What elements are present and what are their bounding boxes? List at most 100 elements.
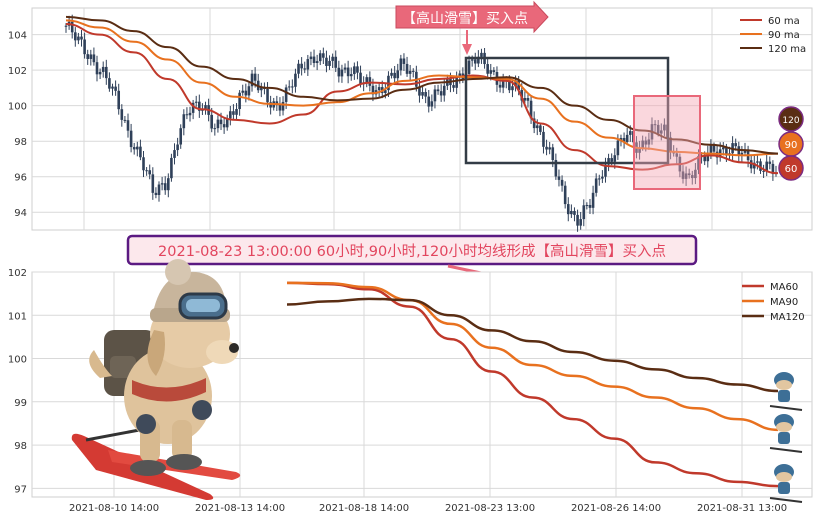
top-callout-text: 【高山滑雪】买入点 [402, 10, 528, 27]
bottom-x-tick-label: 2021-08-10 14:00 [69, 503, 159, 514]
candle-body [712, 145, 716, 152]
candle-body [492, 70, 496, 73]
candle-body [250, 73, 254, 87]
candle-body [188, 112, 192, 116]
candle-body [622, 137, 626, 142]
candle-body [588, 204, 592, 208]
candle-body [318, 53, 322, 62]
candle-body [191, 102, 195, 113]
bottom-series-line-MA60 [286, 281, 779, 488]
candle-body [628, 131, 632, 135]
candle-body [365, 77, 369, 83]
small-skier-icons [769, 372, 803, 503]
candle-body [532, 118, 536, 129]
candle-body [349, 74, 353, 77]
candle-body [95, 62, 99, 75]
top-legend: 60 ma 90 ma 120 ma [740, 16, 806, 55]
small-skier-icon [769, 464, 803, 503]
candle-body [436, 89, 440, 92]
candle-body [517, 80, 520, 90]
candle-body [343, 67, 347, 70]
candle-body [331, 56, 334, 61]
candle-body [157, 184, 161, 196]
bottom-x-tick-label: 2021-08-18 14:00 [319, 503, 409, 514]
candle-body [616, 140, 620, 156]
bottom-series-line-MA90 [286, 281, 779, 432]
candle-body [384, 90, 387, 94]
candle-body [439, 91, 443, 96]
candle-body [687, 173, 691, 176]
candle-body [210, 114, 214, 129]
candle-body [204, 105, 207, 109]
candle-body [480, 52, 483, 57]
bottom-legend: MA60 MA90 MA120 [742, 282, 805, 323]
candle-body [659, 130, 663, 134]
candle-body [579, 219, 582, 226]
candle-body [721, 147, 725, 150]
top-series-line-60-ma [65, 22, 779, 175]
candle-body [328, 60, 331, 66]
candle-body [765, 161, 768, 172]
candle-body [126, 120, 130, 131]
candle-body [232, 111, 235, 115]
top-callout: 【高山滑雪】买入点 [395, 0, 549, 55]
bubble-90-label: 90 [785, 140, 798, 151]
bottom-y-tick-label: 101 [8, 311, 27, 322]
candle-body [353, 66, 356, 75]
candle-body [70, 21, 74, 33]
legend-label-MA120: MA120 [770, 312, 805, 323]
candle-body [663, 124, 666, 131]
top-y-tick-label: 102 [8, 66, 27, 77]
candle-body [752, 162, 756, 169]
candle-body [526, 98, 530, 101]
candle-body [139, 146, 142, 158]
candle-body [697, 155, 700, 170]
candle-body [442, 85, 446, 96]
candle-body [641, 140, 644, 148]
candle-body [377, 87, 381, 91]
candle-body [322, 53, 325, 58]
candle-body [684, 173, 688, 179]
candle-body [762, 170, 765, 172]
candle-body [399, 58, 403, 71]
candle-body [300, 63, 303, 69]
candle-body [638, 147, 641, 153]
candle-body [566, 204, 570, 215]
legend-label-MA90: MA90 [770, 297, 798, 308]
candle-body [669, 137, 672, 153]
candle-body [576, 214, 579, 226]
candle-body [114, 86, 117, 91]
legend-label-90ma: 90 ma [768, 30, 800, 41]
candle-body [89, 54, 93, 59]
candle-body [176, 144, 179, 151]
candle-body [337, 67, 341, 77]
candle-body [163, 183, 167, 191]
candle-body [545, 146, 548, 150]
bottom-x-tick-label: 2021-08-31 13:00 [697, 503, 787, 514]
candle-body [325, 57, 328, 66]
candle-body [148, 170, 152, 175]
candle-body [681, 171, 685, 179]
candle-body [557, 176, 561, 180]
candle-body [610, 158, 613, 162]
legend-label-120ma: 120 ma [768, 44, 806, 55]
candle-body [80, 36, 83, 40]
candle-body [340, 69, 344, 77]
candle-body [101, 66, 105, 72]
candle-body [501, 79, 505, 88]
bubble-120-label: 120 [782, 116, 799, 126]
top-y-tick-label: 96 [14, 173, 27, 184]
candle-body [709, 145, 713, 153]
candle-body [619, 137, 623, 141]
candle-body [452, 85, 455, 88]
candle-body [173, 150, 176, 158]
candle-body [653, 124, 657, 126]
candle-body [647, 139, 651, 145]
candle-body [213, 128, 217, 130]
candle-body [235, 109, 238, 115]
legend-label-60ma: 60 ma [768, 16, 800, 27]
bottom-series-line-MA120 [286, 297, 779, 393]
candle-body [675, 153, 679, 157]
candle-body [108, 78, 111, 89]
